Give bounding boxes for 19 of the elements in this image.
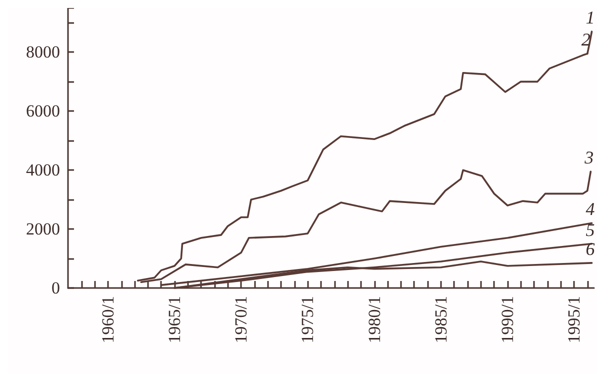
- x-tick-label: 1970/1: [232, 296, 251, 344]
- x-tick-label: 1965/1: [165, 296, 184, 344]
- x-tick-label: 1975/1: [298, 296, 318, 344]
- series-label: 4: [586, 199, 595, 220]
- y-tick-label: 8000: [26, 42, 60, 62]
- y-tick-label: 6000: [26, 102, 60, 121]
- series-label: 1: [586, 8, 595, 28]
- y-tick-label: 0: [52, 278, 60, 298]
- series-label: 2: [581, 30, 590, 50]
- series-label: 5: [586, 220, 595, 240]
- series-label: 3: [584, 148, 594, 168]
- x-tick-label: 1980/1: [364, 296, 384, 344]
- x-tick-label: 1960/1: [98, 296, 118, 344]
- x-tick-label: 1985/1: [431, 296, 450, 344]
- x-tick-label: 1995/1: [564, 296, 584, 344]
- x-tick-label: 1990/1: [498, 296, 517, 344]
- y-tick-label: 2000: [26, 220, 60, 239]
- series-label: 6: [586, 238, 595, 259]
- y-tick-label: 4000: [26, 160, 60, 180]
